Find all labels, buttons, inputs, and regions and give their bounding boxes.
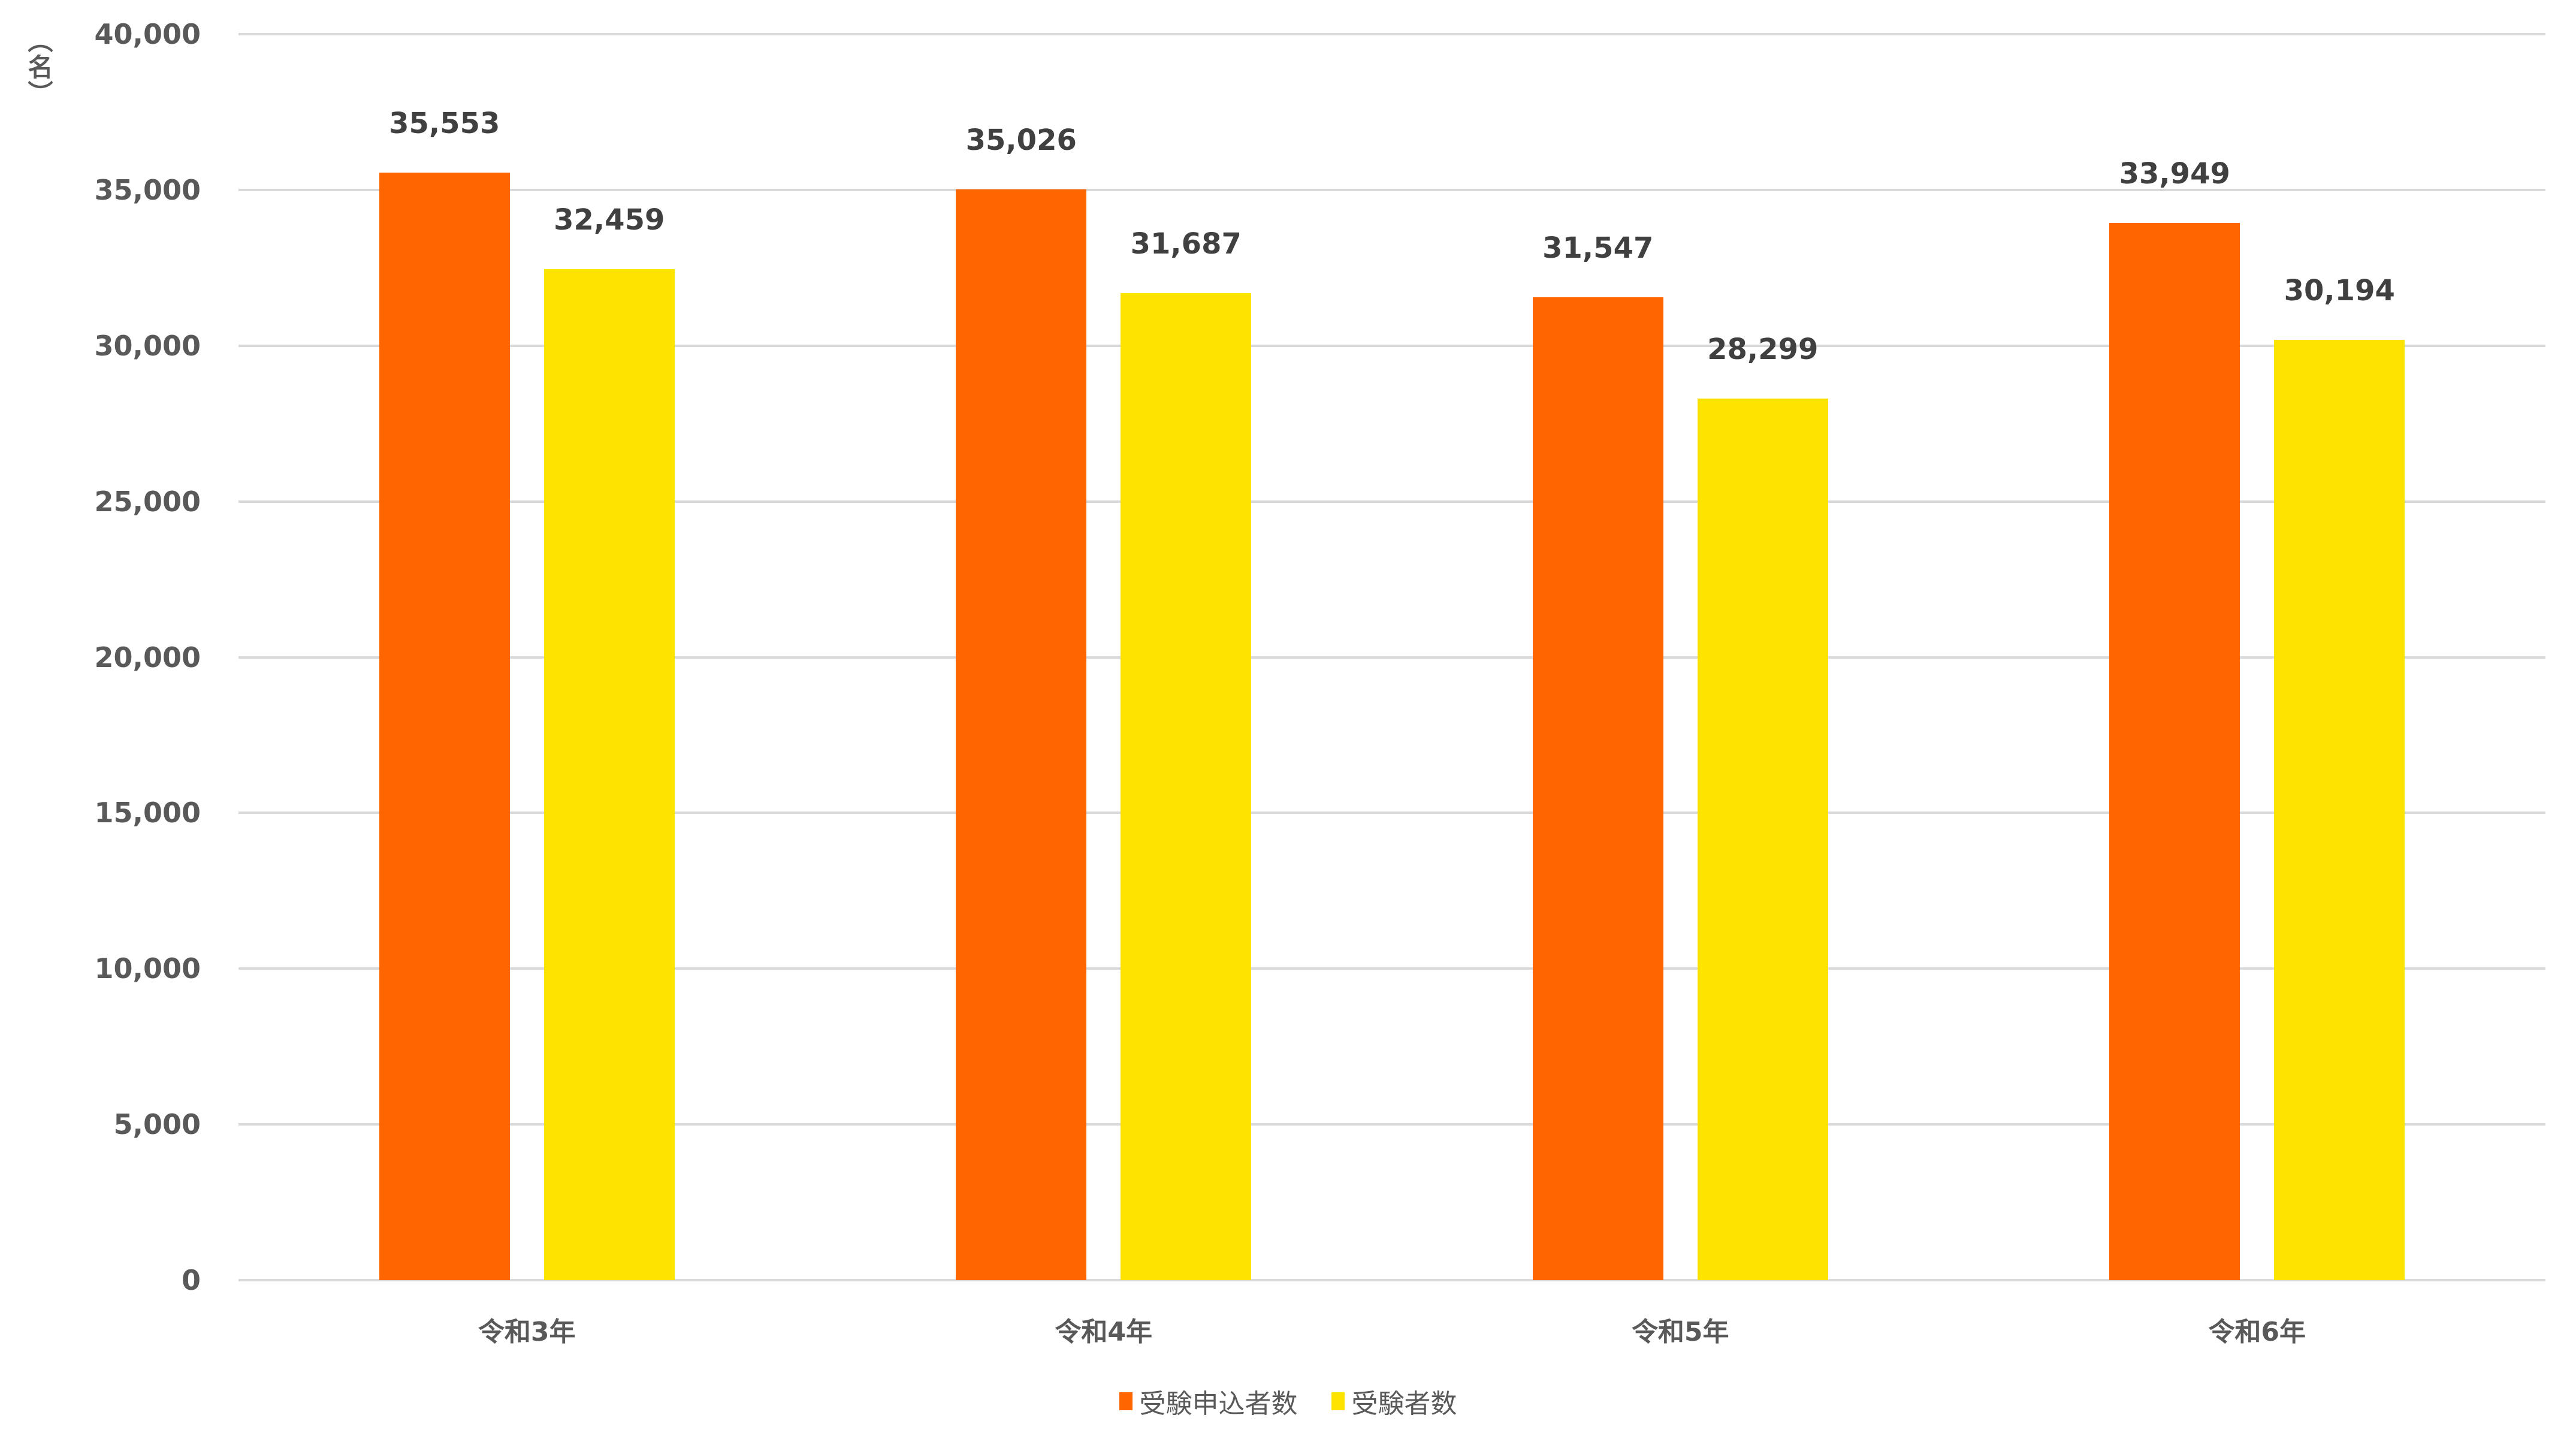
gridline <box>238 500 2545 503</box>
bar-applicants <box>956 189 1087 1280</box>
data-label: 33,949 <box>2119 156 2230 191</box>
y-tick-label: 40,000 <box>94 18 201 50</box>
gridline <box>238 1123 2545 1126</box>
y-axis-unit-label: （名） <box>24 28 53 107</box>
legend-swatch-yellow-icon <box>1331 1392 1345 1410</box>
legend: 受験申込者数 受験者数 <box>0 1382 2576 1420</box>
gridline <box>238 33 2545 35</box>
x-tick-label: 令和5年 <box>1631 1317 1729 1347</box>
y-tick-label: 5,000 <box>113 1108 201 1141</box>
x-tick-label: 令和4年 <box>1055 1317 1153 1347</box>
gridline <box>238 1279 2545 1281</box>
legend-item-examinees: 受験者数 <box>1331 1382 1457 1420</box>
bar-examinees <box>1697 399 1828 1280</box>
x-tick-label: 令和3年 <box>478 1317 576 1347</box>
bar-applicants <box>1532 297 1663 1280</box>
y-tick-label: 15,000 <box>94 797 201 829</box>
data-label: 31,547 <box>1542 231 1654 266</box>
data-label: 30,194 <box>2284 273 2395 307</box>
gridline <box>238 188 2545 191</box>
data-label: 35,026 <box>965 123 1077 157</box>
y-tick-label: 10,000 <box>94 952 201 985</box>
y-tick-label: 0 <box>181 1264 201 1296</box>
data-label: 32,459 <box>554 203 665 237</box>
y-tick-label: 35,000 <box>94 173 201 206</box>
legend-item-applicants: 受験申込者数 <box>1119 1382 1298 1420</box>
data-label: 28,299 <box>1707 333 1819 367</box>
legend-label: 受験申込者数 <box>1139 1389 1298 1419</box>
gridline <box>238 344 2545 347</box>
bar-examinees <box>543 269 675 1280</box>
data-label: 31,687 <box>1130 227 1242 261</box>
legend-label: 受験者数 <box>1351 1389 1457 1419</box>
data-label: 35,553 <box>389 107 500 141</box>
gridline <box>238 967 2545 970</box>
gridline <box>238 656 2545 659</box>
y-tick-label: 20,000 <box>94 641 201 674</box>
gridline <box>238 812 2545 814</box>
bar-examinees <box>1121 293 1252 1280</box>
legend-swatch-orange-icon <box>1119 1392 1133 1410</box>
x-tick-label: 令和6年 <box>2208 1317 2306 1347</box>
bar-examinees <box>2274 339 2405 1280</box>
bar-applicants <box>379 173 510 1280</box>
y-tick-label: 25,000 <box>94 485 201 518</box>
y-tick-label: 30,000 <box>94 329 201 362</box>
bar-applicants <box>2109 222 2240 1280</box>
